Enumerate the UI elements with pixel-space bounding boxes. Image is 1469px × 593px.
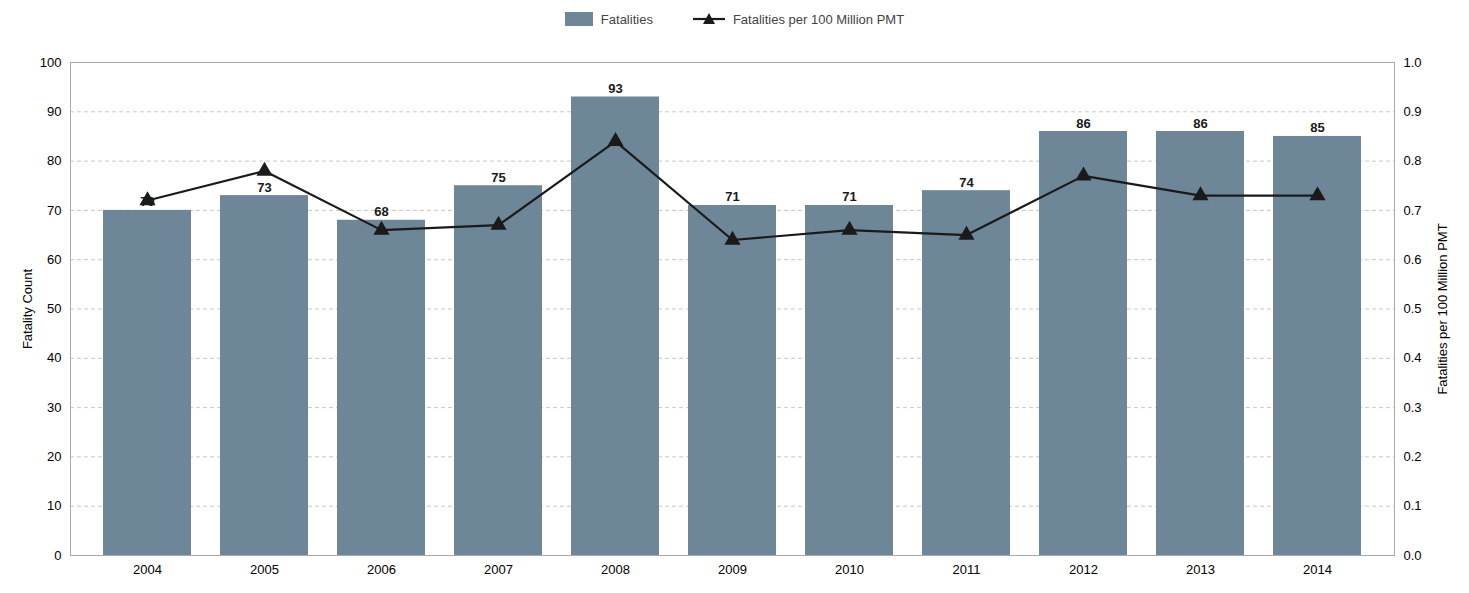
svg-text:2013: 2013 (1186, 562, 1215, 577)
svg-text:0.0: 0.0 (1404, 548, 1422, 563)
svg-text:60: 60 (47, 252, 61, 267)
svg-text:71: 71 (842, 189, 856, 204)
svg-text:90: 90 (47, 104, 61, 119)
svg-text:2014: 2014 (1303, 562, 1332, 577)
svg-text:10: 10 (47, 498, 61, 513)
svg-text:20: 20 (47, 449, 61, 464)
svg-text:50: 50 (47, 301, 61, 316)
svg-text:Fatality Count: Fatality Count (20, 269, 35, 350)
svg-text:93: 93 (608, 81, 622, 96)
svg-text:2006: 2006 (367, 562, 396, 577)
svg-text:71: 71 (725, 189, 739, 204)
svg-text:2012: 2012 (1069, 562, 1098, 577)
svg-text:2005: 2005 (250, 562, 279, 577)
svg-text:75: 75 (491, 170, 505, 185)
svg-text:0: 0 (54, 548, 61, 563)
svg-text:2010: 2010 (835, 562, 864, 577)
svg-text:2009: 2009 (718, 562, 747, 577)
svg-text:0.9: 0.9 (1404, 104, 1422, 119)
svg-text:68: 68 (374, 204, 388, 219)
svg-text:80: 80 (47, 153, 61, 168)
svg-text:2007: 2007 (484, 562, 513, 577)
svg-text:100: 100 (40, 55, 62, 70)
svg-text:70: 70 (47, 203, 61, 218)
svg-text:74: 74 (959, 175, 974, 190)
svg-text:0.2: 0.2 (1404, 449, 1422, 464)
svg-text:Fatalities per 100 Million PMT: Fatalities per 100 Million PMT (1435, 223, 1450, 394)
html-text:Fatalities: Fatalities (600, 11, 653, 27)
svg-text:73: 73 (257, 180, 271, 195)
svg-text:40: 40 (47, 350, 61, 365)
svg-text:0.8: 0.8 (1404, 153, 1422, 168)
svg-text:86: 86 (1076, 116, 1090, 131)
svg-text:0.4: 0.4 (1404, 350, 1422, 365)
svg-text:0.1: 0.1 (1404, 498, 1422, 513)
svg-text:2008: 2008 (601, 562, 630, 577)
svg-text:2011: 2011 (953, 562, 981, 577)
svg-text:2004: 2004 (133, 562, 162, 577)
svg-text:0.5: 0.5 (1404, 301, 1422, 316)
svg-text:30: 30 (47, 400, 61, 415)
svg-text:0.6: 0.6 (1404, 252, 1422, 267)
svg-text:0.7: 0.7 (1404, 203, 1422, 218)
svg-text:1.0: 1.0 (1404, 55, 1422, 70)
svg-text:86: 86 (1193, 116, 1207, 131)
html-text:Fatalities per 100 Million PMT: Fatalities per 100 Million PMT (732, 11, 905, 27)
svg-text:85: 85 (1310, 120, 1324, 135)
svg-text:0.3: 0.3 (1404, 400, 1422, 415)
